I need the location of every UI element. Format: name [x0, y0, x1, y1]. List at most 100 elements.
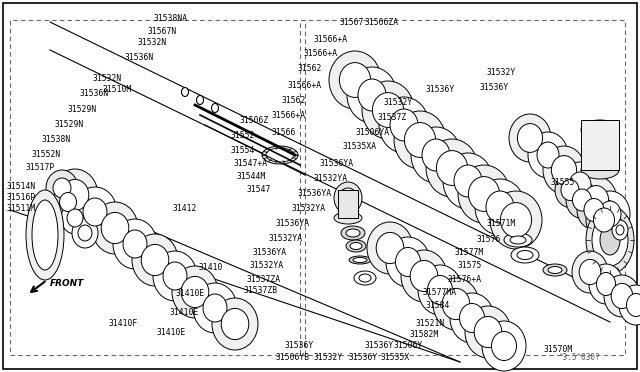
Ellipse shape — [181, 276, 209, 308]
Bar — [300, 20, 625, 355]
Text: 31536Y: 31536Y — [480, 83, 509, 92]
Text: 31547: 31547 — [246, 185, 271, 194]
Text: 31532N: 31532N — [138, 38, 167, 47]
Ellipse shape — [401, 250, 447, 302]
Ellipse shape — [586, 199, 622, 241]
Text: 31532YA: 31532YA — [269, 234, 303, 243]
Ellipse shape — [548, 266, 562, 273]
Text: 31562: 31562 — [282, 96, 306, 105]
Ellipse shape — [354, 271, 376, 285]
Ellipse shape — [376, 232, 404, 264]
Text: 31537ZA: 31537ZA — [246, 275, 280, 283]
Text: 31566+A: 31566+A — [304, 49, 338, 58]
Text: 31566: 31566 — [272, 128, 296, 137]
Text: 31535X: 31535X — [381, 353, 410, 362]
Text: FRONT: FRONT — [50, 279, 84, 288]
Ellipse shape — [72, 218, 98, 248]
Ellipse shape — [593, 208, 614, 232]
Text: 31532YA: 31532YA — [250, 262, 284, 270]
Ellipse shape — [359, 274, 371, 282]
Text: 31536Y: 31536Y — [426, 85, 455, 94]
Text: 31552N: 31552N — [32, 150, 61, 159]
Ellipse shape — [92, 202, 138, 254]
Text: 31532Y: 31532Y — [314, 353, 343, 362]
Ellipse shape — [32, 200, 58, 270]
Ellipse shape — [358, 79, 386, 111]
Ellipse shape — [579, 259, 601, 285]
Ellipse shape — [67, 209, 83, 227]
Ellipse shape — [490, 191, 542, 249]
Text: 31506ZA: 31506ZA — [365, 18, 399, 27]
Text: 31571M: 31571M — [486, 219, 516, 228]
Ellipse shape — [465, 306, 511, 358]
Ellipse shape — [182, 87, 189, 96]
Ellipse shape — [492, 331, 516, 360]
Text: 31555: 31555 — [550, 178, 575, 187]
Ellipse shape — [211, 103, 218, 112]
Ellipse shape — [612, 220, 628, 240]
Text: 31575: 31575 — [458, 262, 482, 270]
Text: 31552: 31552 — [230, 131, 255, 140]
Ellipse shape — [596, 273, 616, 295]
Ellipse shape — [537, 142, 559, 168]
Ellipse shape — [390, 109, 418, 141]
Text: 31536N: 31536N — [125, 53, 154, 62]
Ellipse shape — [123, 230, 147, 258]
Ellipse shape — [339, 188, 357, 208]
Ellipse shape — [341, 226, 365, 240]
Ellipse shape — [410, 260, 438, 292]
Ellipse shape — [604, 275, 640, 317]
Ellipse shape — [577, 190, 611, 230]
Bar — [10, 20, 305, 355]
Text: 31412: 31412 — [173, 204, 197, 213]
Text: 31536YA: 31536YA — [298, 189, 332, 198]
Ellipse shape — [172, 266, 218, 318]
Text: 31532YA: 31532YA — [291, 204, 325, 213]
Text: 31536YA: 31536YA — [253, 248, 287, 257]
Ellipse shape — [163, 262, 187, 290]
Ellipse shape — [83, 198, 107, 226]
Ellipse shape — [566, 182, 598, 218]
Text: 31506Z: 31506Z — [240, 116, 269, 125]
Ellipse shape — [589, 264, 623, 304]
Ellipse shape — [193, 283, 237, 333]
Ellipse shape — [450, 293, 494, 343]
Text: 31410F: 31410F — [109, 319, 138, 328]
Ellipse shape — [334, 212, 362, 224]
Ellipse shape — [329, 51, 381, 109]
Text: 31582M: 31582M — [410, 330, 439, 339]
Ellipse shape — [510, 236, 526, 244]
Text: 31567: 31567 — [339, 18, 364, 27]
Text: 31506Y: 31506Y — [394, 341, 423, 350]
Ellipse shape — [592, 214, 628, 266]
Ellipse shape — [555, 173, 585, 208]
Text: 31516P: 31516P — [6, 193, 36, 202]
Ellipse shape — [619, 285, 640, 325]
Ellipse shape — [575, 176, 617, 224]
Ellipse shape — [433, 278, 479, 330]
Text: 31536Y: 31536Y — [365, 341, 394, 350]
Ellipse shape — [346, 240, 366, 252]
Text: 31547+A: 31547+A — [234, 159, 268, 168]
Text: 31514N: 31514N — [6, 182, 36, 190]
Text: 31521N: 31521N — [416, 319, 445, 328]
Text: 31410E: 31410E — [170, 308, 199, 317]
Ellipse shape — [334, 182, 362, 214]
Ellipse shape — [60, 192, 77, 212]
Text: 31577MA: 31577MA — [422, 288, 456, 296]
Ellipse shape — [600, 225, 620, 255]
Ellipse shape — [599, 201, 621, 227]
Text: 31536YA: 31536YA — [320, 159, 354, 168]
Ellipse shape — [73, 187, 117, 237]
Text: 31532Y: 31532Y — [384, 98, 413, 107]
Ellipse shape — [347, 67, 397, 123]
Ellipse shape — [572, 251, 608, 293]
Ellipse shape — [339, 62, 371, 97]
Ellipse shape — [266, 148, 294, 162]
Text: 31566+A: 31566+A — [272, 111, 306, 120]
Ellipse shape — [101, 212, 129, 244]
Text: 31544M: 31544M — [237, 172, 266, 181]
Text: 31410E: 31410E — [157, 328, 186, 337]
Ellipse shape — [379, 97, 429, 153]
Text: 31410E: 31410E — [176, 289, 205, 298]
